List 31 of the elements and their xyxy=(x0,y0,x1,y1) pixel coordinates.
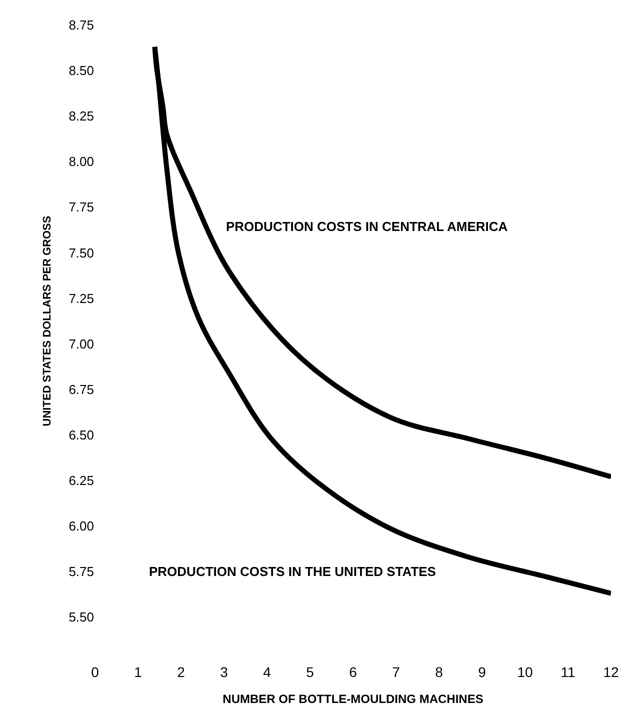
y-tick-label: 8.50 xyxy=(68,63,94,78)
x-tick-label: 10 xyxy=(517,664,533,680)
x-tick-label: 6 xyxy=(349,664,358,680)
y-tick-label: 7.00 xyxy=(68,336,94,352)
x-tick-label: 1 xyxy=(134,664,142,680)
series-label: PRODUCTION COSTS IN CENTRAL AMERICA xyxy=(226,219,508,234)
x-tick-label: 0 xyxy=(91,664,100,680)
x-tick-label: 11 xyxy=(560,664,576,680)
y-tick-label: 8.00 xyxy=(68,154,94,170)
x-tick-label: 3 xyxy=(220,664,228,680)
x-tick-label: 5 xyxy=(306,664,314,680)
x-tick-label: 2 xyxy=(177,664,186,680)
y-tick-label: 6.75 xyxy=(68,382,94,397)
x-tick-label: 12 xyxy=(603,664,619,680)
y-tick-label: 5.75 xyxy=(68,564,94,580)
x-tick-label: 8 xyxy=(435,664,444,680)
series-label: PRODUCTION COSTS IN THE UNITED STATES xyxy=(149,564,436,579)
y-tick-label: 7.50 xyxy=(68,245,94,260)
y-tick-label: 6.00 xyxy=(68,518,94,534)
y-axis-title: UNITED STATES DOLLARS PER GROSS xyxy=(41,216,54,426)
x-tick-label: 4 xyxy=(263,664,272,680)
y-tick-label: 6.50 xyxy=(68,427,94,442)
y-tick-label: 8.75 xyxy=(68,18,94,33)
y-tick-label: 5.50 xyxy=(68,610,94,625)
y-tick-label: 7.75 xyxy=(68,200,94,215)
x-tick-label: 7 xyxy=(392,664,400,680)
y-tick-label: 7.25 xyxy=(68,290,94,306)
y-tick-label: 6.25 xyxy=(68,472,94,488)
x-tick-label: 9 xyxy=(478,664,486,680)
x-axis-title: NUMBER OF BOTTLE-MOULDING MACHINES xyxy=(222,692,484,706)
y-tick-label: 8.25 xyxy=(68,108,94,124)
